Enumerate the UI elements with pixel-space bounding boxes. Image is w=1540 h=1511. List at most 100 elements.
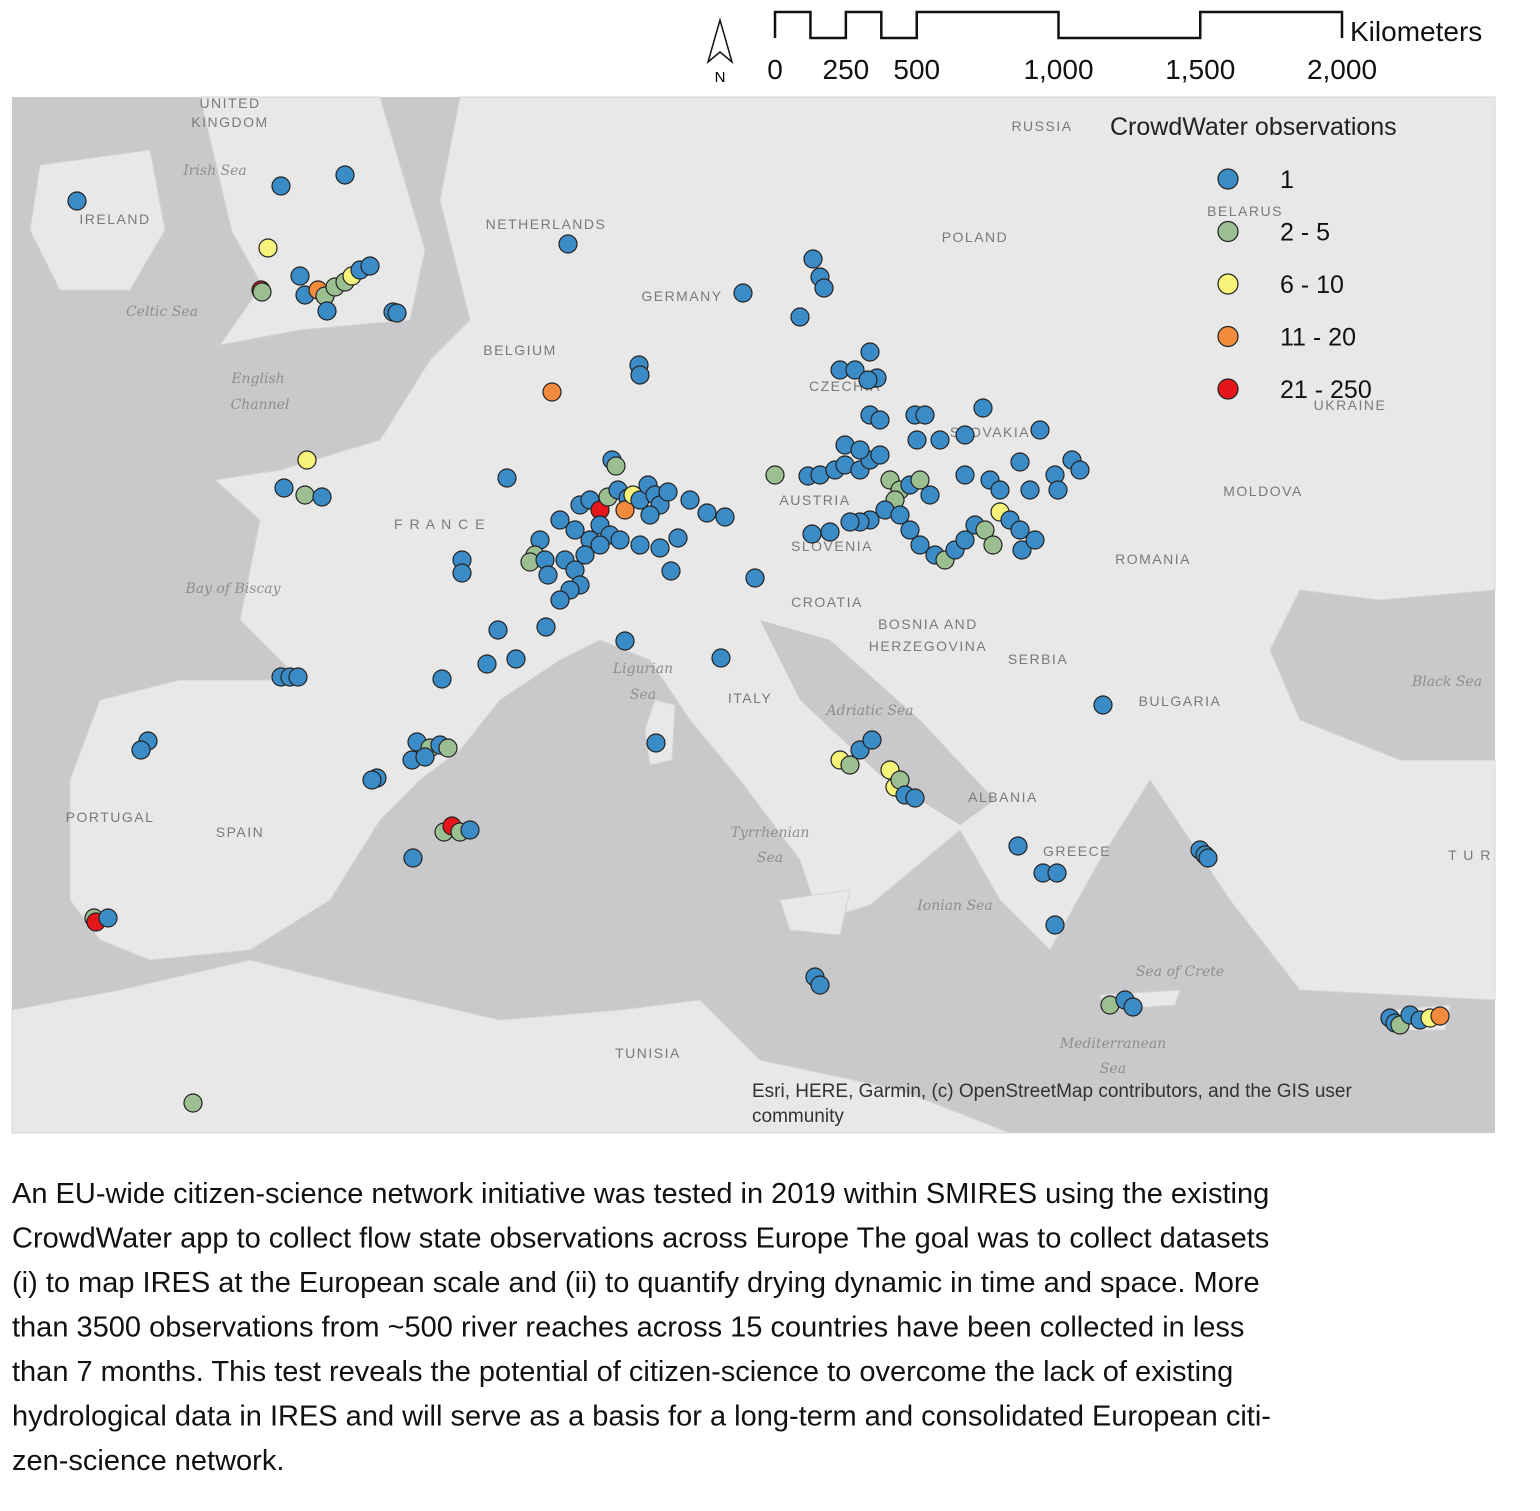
place-label: Adriatic Sea [824, 703, 913, 719]
observation-dot [542, 382, 562, 402]
land [11, 96, 1496, 1134]
place-label: BOSNIA AND [878, 616, 978, 632]
place-label: RUSSIA [1011, 118, 1072, 134]
scale-label: 2,000 [1307, 54, 1377, 85]
scale-label: 1,000 [1023, 54, 1093, 85]
place-label: Tyrrhenian [731, 825, 810, 841]
place-label: Celtic Sea [126, 304, 198, 320]
observation-dot [1010, 520, 1030, 540]
legend-label: 21 - 250 [1280, 376, 1372, 404]
observation-dot [538, 565, 558, 585]
observation-dot [1070, 460, 1090, 480]
observation-dot [606, 456, 626, 476]
north-label: N [715, 69, 726, 86]
place-label: ROMANIA [1115, 551, 1191, 567]
place-label: CROATIA [791, 594, 863, 610]
observation-dot [905, 788, 925, 808]
observation-dot [362, 770, 382, 790]
observation-dot [955, 465, 975, 485]
caption-line: (i) to map IRES at the European scale an… [12, 1267, 1260, 1299]
legend-title: CrowdWater observations [1110, 113, 1397, 141]
place-label: Sea [630, 687, 656, 703]
caption-line: zen-science network. [12, 1445, 284, 1477]
adriatic-sea [760, 620, 995, 825]
observation-dot [387, 303, 407, 323]
place-label: SERBIA [1008, 651, 1068, 667]
place-label: POLAND [942, 229, 1009, 245]
observation-dot [1010, 452, 1030, 472]
observation-dot [335, 165, 355, 185]
observation-dot [575, 545, 595, 565]
place-label: Ligurian [612, 661, 673, 677]
attribution: Esri, HERE, Garmin, (c) OpenStreetMap co… [752, 1081, 1352, 1102]
attribution: community [752, 1106, 844, 1127]
observation-dot [615, 500, 635, 520]
observation-dot [715, 507, 735, 527]
observation-dot [1048, 480, 1068, 500]
sicily [779, 889, 851, 936]
observation-dot [550, 510, 570, 530]
observation-dot [983, 535, 1003, 555]
observation-dot [765, 465, 785, 485]
observation-dot [658, 482, 678, 502]
observation-dot [680, 490, 700, 510]
observation-dot [890, 505, 910, 525]
caption: An EU-wide citizen-science network initi… [12, 1178, 1271, 1477]
observation-dot [1030, 420, 1050, 440]
scale-label: 0 [767, 54, 783, 85]
observation-dot [930, 430, 950, 450]
place-label: Sea [1100, 1061, 1126, 1077]
observation-dot [650, 538, 670, 558]
caption-line: hydrological data in IRES and will serve… [12, 1401, 1271, 1433]
observation-dot [290, 266, 310, 286]
observation-dot [274, 478, 294, 498]
scale-label: 500 [893, 54, 940, 85]
place-label: Ionian Sea [916, 898, 993, 914]
observation-dot [295, 485, 315, 505]
observation-dot [900, 520, 920, 540]
observation-dot [975, 520, 995, 540]
place-label: BELARUS [1207, 203, 1283, 219]
ireland [29, 149, 166, 291]
great-britain [199, 96, 426, 346]
place-label: T U R [1448, 847, 1492, 863]
legend-swatch [1217, 325, 1239, 348]
place-label: PORTUGAL [66, 809, 155, 825]
place-label: Mediterranean [1059, 1036, 1166, 1052]
observation-dot [910, 470, 930, 490]
scale-label: 250 [823, 54, 870, 85]
observation-dot [973, 398, 993, 418]
observation-dot [1047, 863, 1067, 883]
observation-dot [558, 234, 578, 254]
place-label: HERZEGOVINA [869, 638, 987, 654]
observation-dot [536, 617, 556, 637]
place-label: BELGIUM [483, 342, 557, 358]
observation-dot [67, 191, 87, 211]
place-label: Channel [231, 397, 290, 413]
observation-dot [862, 730, 882, 750]
legend-swatch [1217, 220, 1239, 243]
observation-dot [98, 908, 118, 928]
observation-dot [1123, 997, 1143, 1017]
scale-bar: N Kilometers 0 250 500 1,000 1,500 2,000 [706, 10, 1482, 86]
observation-dot [1020, 480, 1040, 500]
place-label: AUSTRIA [779, 492, 850, 508]
observation-dot [432, 669, 452, 689]
place-label: F R A N C E [394, 516, 486, 532]
place-label: IRELAND [79, 211, 150, 227]
place-label: Black Sea [1411, 674, 1482, 690]
observation-dot [297, 450, 317, 470]
caption-line: CrowdWater app to collect flow state obs… [12, 1223, 1269, 1255]
observation-dot [661, 561, 681, 581]
observation-dot [630, 535, 650, 555]
observation-dot [820, 522, 840, 542]
place-label: English [230, 371, 284, 387]
observation-dot [840, 755, 860, 775]
observation-dot [910, 535, 930, 555]
observation-dot [506, 649, 526, 669]
observation-dot [1008, 836, 1028, 856]
north-arrow [706, 17, 734, 65]
place-label: ALBANIA [968, 789, 1038, 805]
place-label: TUNISIA [615, 1045, 681, 1061]
